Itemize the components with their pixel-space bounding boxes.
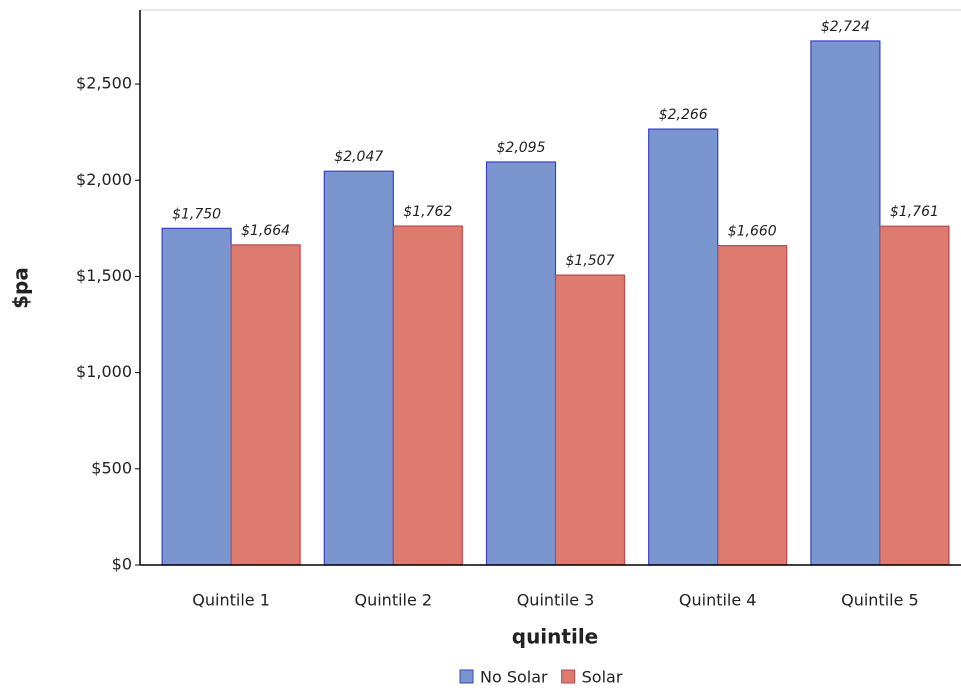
- bar: [392, 225, 463, 566]
- x-tick-label: Quintile 2: [355, 591, 433, 610]
- bar: [230, 244, 301, 566]
- bar: [485, 161, 557, 566]
- bar: [648, 128, 719, 566]
- legend-label: Solar: [582, 668, 623, 687]
- value-label: $1,762: [403, 204, 452, 220]
- value-label: $1,761: [890, 204, 939, 220]
- y-axis-title: $pa: [9, 267, 33, 309]
- legend-swatch: [459, 669, 474, 684]
- bar: [161, 227, 232, 566]
- y-tick-label: $0: [112, 555, 132, 574]
- bar: [554, 274, 626, 566]
- x-tick-label: Quintile 3: [517, 591, 595, 610]
- y-tick-label: $2,000: [76, 170, 132, 189]
- x-tick-label: Quintile 1: [192, 591, 270, 610]
- value-label: $2,095: [497, 140, 546, 156]
- bar: [717, 245, 788, 566]
- y-tick-label: $1,500: [76, 266, 132, 285]
- value-label: $1,660: [728, 224, 777, 240]
- value-label: $1,664: [241, 223, 290, 239]
- y-tick-label: $2,500: [76, 74, 132, 93]
- value-label: $1,750: [172, 206, 221, 222]
- value-label: $2,047: [334, 149, 383, 165]
- bar: [323, 170, 394, 566]
- value-label: $2,724: [821, 19, 870, 35]
- x-tick-label: Quintile 4: [679, 591, 757, 610]
- bar: [879, 225, 950, 566]
- y-tick-label: $1,000: [76, 362, 132, 381]
- legend-swatch: [561, 669, 576, 684]
- value-label: $1,507: [566, 253, 615, 269]
- x-axis-title: quintile: [512, 625, 598, 649]
- legend-label: No Solar: [480, 668, 548, 687]
- y-tick-label: $500: [91, 458, 132, 477]
- value-label: $2,266: [659, 107, 708, 123]
- bar: [810, 40, 881, 566]
- x-tick-label: Quintile 5: [841, 591, 919, 610]
